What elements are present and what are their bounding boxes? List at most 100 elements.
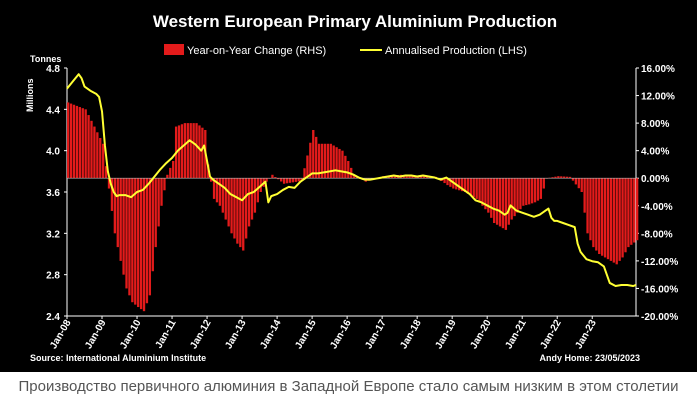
bar xyxy=(250,178,254,220)
right-tick-label: -8.00% xyxy=(641,229,673,240)
right-tick-label: -20.00% xyxy=(641,312,678,323)
bar xyxy=(239,178,242,248)
bar xyxy=(539,178,543,199)
bar xyxy=(247,178,251,227)
bar xyxy=(265,178,268,182)
bar xyxy=(551,177,554,179)
bar xyxy=(186,123,189,179)
bar xyxy=(116,178,119,248)
bar xyxy=(122,178,125,275)
bar xyxy=(425,176,429,179)
bar xyxy=(195,123,198,179)
bar xyxy=(513,178,516,217)
bar xyxy=(297,178,300,182)
bar xyxy=(589,178,592,241)
bar xyxy=(169,167,172,179)
left-tick-label: 4.4 xyxy=(46,105,60,116)
bar xyxy=(533,178,537,203)
bar xyxy=(554,176,557,179)
bar xyxy=(633,178,636,243)
bar xyxy=(519,178,522,210)
bar xyxy=(93,126,96,179)
bar xyxy=(536,178,540,201)
bar xyxy=(180,124,184,179)
bar xyxy=(67,102,70,179)
bar xyxy=(422,176,426,179)
bar xyxy=(460,178,464,192)
bar xyxy=(475,178,478,199)
bar xyxy=(332,145,335,179)
x-tick-label: Jan-22 xyxy=(538,318,564,351)
bar xyxy=(565,176,569,179)
bar xyxy=(172,161,175,179)
bar xyxy=(96,132,99,179)
bar xyxy=(242,178,245,251)
bar xyxy=(393,175,397,179)
bar xyxy=(285,178,289,184)
bar xyxy=(408,175,411,179)
credit-note: Andy Home: 23/05/2023 xyxy=(539,353,640,363)
bar xyxy=(84,109,87,179)
bar xyxy=(390,175,394,179)
bar xyxy=(282,178,286,184)
legend-bars-swatch xyxy=(164,44,184,55)
bar xyxy=(309,142,312,179)
bar xyxy=(201,127,204,179)
x-tick-label: Jan-14 xyxy=(258,318,284,351)
right-tick-label: 8.00% xyxy=(641,119,669,130)
bar xyxy=(315,136,318,179)
right-tick-label: -12.00% xyxy=(641,257,678,268)
bar xyxy=(326,143,330,179)
bar xyxy=(466,178,470,194)
bar xyxy=(624,178,627,253)
bar xyxy=(154,178,157,248)
bar xyxy=(530,178,534,204)
bar xyxy=(303,168,306,179)
bar xyxy=(598,178,601,254)
bar xyxy=(102,143,105,179)
source-note: Source: International Aluminium Institut… xyxy=(30,353,206,363)
bar xyxy=(183,123,187,179)
bar xyxy=(580,178,583,192)
bar xyxy=(344,155,347,179)
bar xyxy=(577,178,580,189)
bar xyxy=(221,178,224,213)
bar xyxy=(215,178,219,203)
x-tick-label: Jan-20 xyxy=(468,318,494,351)
bar xyxy=(274,177,277,179)
bar xyxy=(227,178,230,227)
bar xyxy=(458,178,461,191)
bar xyxy=(542,178,545,189)
bar xyxy=(212,178,216,199)
chart: Western European Primary Aluminium Produ… xyxy=(25,12,678,363)
bar xyxy=(198,125,201,179)
bar xyxy=(69,103,73,179)
bar xyxy=(510,178,513,220)
x-tick-label: Jan-12 xyxy=(188,318,214,351)
bar xyxy=(627,178,630,248)
bar xyxy=(104,166,108,179)
bar xyxy=(256,178,259,203)
bar xyxy=(166,174,169,179)
bar xyxy=(516,178,519,213)
bar xyxy=(90,120,93,179)
bar xyxy=(574,178,578,185)
bar xyxy=(142,178,146,312)
left-tick-label: 4.0 xyxy=(46,147,60,158)
bar xyxy=(320,143,324,179)
bar xyxy=(586,178,589,234)
x-tick-label: Jan-13 xyxy=(223,318,249,351)
bar xyxy=(501,178,505,229)
bar xyxy=(592,178,595,248)
bar xyxy=(618,178,621,261)
left-axis-sublabel: Millions xyxy=(25,79,35,113)
bar xyxy=(329,143,332,179)
bar xyxy=(113,178,117,234)
bar xyxy=(600,178,604,256)
bar xyxy=(603,178,607,258)
x-tick-label: Jan-17 xyxy=(363,318,389,351)
bar xyxy=(277,178,280,180)
bar xyxy=(306,155,309,179)
bar xyxy=(612,178,615,263)
bar xyxy=(484,178,487,210)
